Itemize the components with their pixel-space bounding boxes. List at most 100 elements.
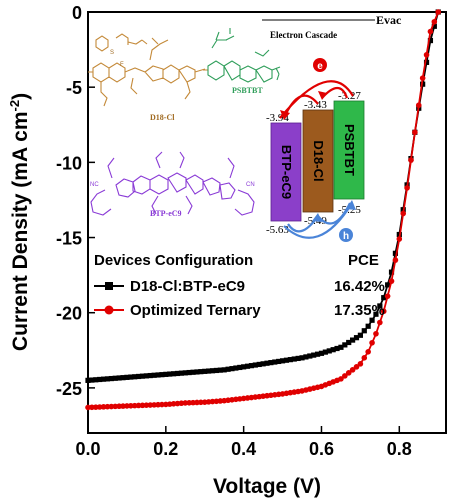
legend-pce-binary: 16.42%	[334, 278, 385, 295]
data-point-binary	[350, 337, 356, 343]
data-point-binary	[112, 375, 118, 381]
data-point-binary	[276, 358, 282, 365]
data-point-ternary	[365, 349, 371, 355]
data-point-binary	[167, 371, 173, 377]
data-point-binary	[279, 358, 286, 364]
d18-cl-lumo: -3.43	[304, 99, 327, 111]
data-point-binary	[132, 374, 138, 380]
legend-title: Devices Configuration	[94, 252, 253, 269]
y-tick-label: 0	[72, 3, 82, 23]
data-point-ternary	[427, 28, 434, 35]
data-point-binary	[322, 349, 328, 355]
data-point-binary	[369, 317, 375, 323]
data-point-binary	[392, 250, 399, 256]
btp-ec9-bar	[270, 122, 302, 222]
data-point-binary	[194, 369, 200, 375]
data-point-binary	[338, 344, 344, 350]
data-point-ternary	[380, 308, 387, 315]
d18-structure-atom-f: F	[120, 62, 124, 68]
electron-badge	[313, 58, 327, 72]
data-point-binary	[342, 342, 348, 348]
data-point-binary	[159, 372, 165, 378]
d18-structure-atom-s: S	[110, 50, 114, 56]
psbtbt-bar	[333, 100, 365, 200]
d18-cl-structure-label: D18-Cl	[150, 113, 175, 122]
data-point-binary	[217, 367, 223, 373]
data-point-binary	[334, 345, 340, 352]
legend-pce-ternary: 17.35%	[334, 302, 385, 319]
y-axis-label-main: Current Density (mA cm	[9, 111, 32, 351]
data-point-binary	[256, 361, 262, 368]
y-tick-label: -20	[56, 304, 82, 324]
y-tick-label: -15	[56, 229, 82, 249]
btp-ec9-structure-label: BTP-eC9	[150, 209, 182, 218]
data-point-ternary	[404, 185, 410, 191]
data-point-binary	[147, 372, 153, 379]
data-point-ternary	[388, 278, 395, 284]
data-point-binary	[346, 339, 352, 346]
psbtbt-structure-label: PSBTBT	[232, 86, 263, 95]
axis-ticks: 0.0 0.2 0.4 0.6 0.8 0 -5 -10 -15 -20 -25	[56, 3, 412, 459]
data-point-binary	[171, 371, 177, 377]
data-point-binary	[108, 375, 114, 382]
data-point-binary	[377, 303, 383, 309]
legend-marker-ternary	[104, 305, 114, 315]
y-axis-label: Current Density (mA cm-2)	[7, 93, 32, 351]
data-point-ternary	[377, 319, 383, 326]
data-point-binary	[93, 377, 99, 383]
data-point-binary	[361, 328, 367, 334]
x-axis-label: Voltage (V)	[213, 475, 321, 498]
x-tick-label: 0.8	[387, 439, 412, 459]
data-point-binary	[299, 355, 305, 361]
data-point-binary	[100, 376, 107, 382]
data-point-ternary	[392, 257, 399, 263]
data-point-binary	[373, 311, 379, 317]
legend-entry-binary: D18-Cl:BTP-eC9	[130, 278, 245, 295]
data-point-binary	[97, 376, 103, 383]
d18-cl-bar-label: D18-Cl	[311, 140, 326, 181]
data-point-binary	[252, 362, 258, 368]
d18-cl-bar	[302, 109, 334, 213]
btp-ec9-bar-label: BTP-eC9	[279, 145, 294, 199]
btp-ec9-homo: -5.63	[266, 224, 289, 236]
electron-arrowhead-1	[280, 110, 290, 120]
data-point-ternary	[419, 75, 426, 81]
data-point-binary	[104, 376, 111, 382]
data-point-ternary	[400, 210, 406, 217]
electron-arrow-3	[279, 80, 354, 119]
data-point-binary	[248, 363, 255, 369]
data-point-binary	[385, 282, 391, 288]
data-point-ternary	[412, 129, 418, 136]
data-point-binary	[287, 357, 293, 363]
data-point-ternary	[408, 157, 414, 163]
data-point-binary	[198, 369, 204, 375]
data-point-binary	[260, 361, 266, 367]
data-point-binary	[128, 374, 134, 380]
data-point-binary	[151, 372, 157, 378]
data-point-binary	[330, 347, 336, 353]
electron-cascade-label: Electron Cascade	[270, 30, 337, 40]
plot-frame	[87, 11, 447, 434]
evac-label: Evac	[376, 13, 402, 27]
data-point-binary	[202, 368, 208, 374]
psbtbt-structure	[207, 28, 281, 83]
data-point-binary	[365, 323, 371, 329]
data-point-binary	[353, 335, 360, 341]
data-point-ternary	[361, 355, 368, 361]
data-point-binary	[244, 363, 251, 369]
d18-cl-structure	[88, 33, 208, 107]
data-point-ternary	[431, 18, 438, 25]
data-point-ternary	[415, 102, 422, 109]
y-tick-label: -5	[66, 78, 82, 98]
electron-arrowhead-2	[318, 91, 327, 100]
data-point-binary	[388, 269, 395, 275]
data-point-binary	[381, 295, 387, 301]
data-point-binary	[427, 37, 434, 44]
data-point-binary	[221, 367, 227, 373]
hole-badge	[339, 228, 353, 242]
data-point-binary	[139, 373, 146, 379]
data-point-ternary	[369, 339, 375, 346]
data-point-ternary	[357, 361, 364, 367]
data-point-binary	[143, 373, 149, 379]
